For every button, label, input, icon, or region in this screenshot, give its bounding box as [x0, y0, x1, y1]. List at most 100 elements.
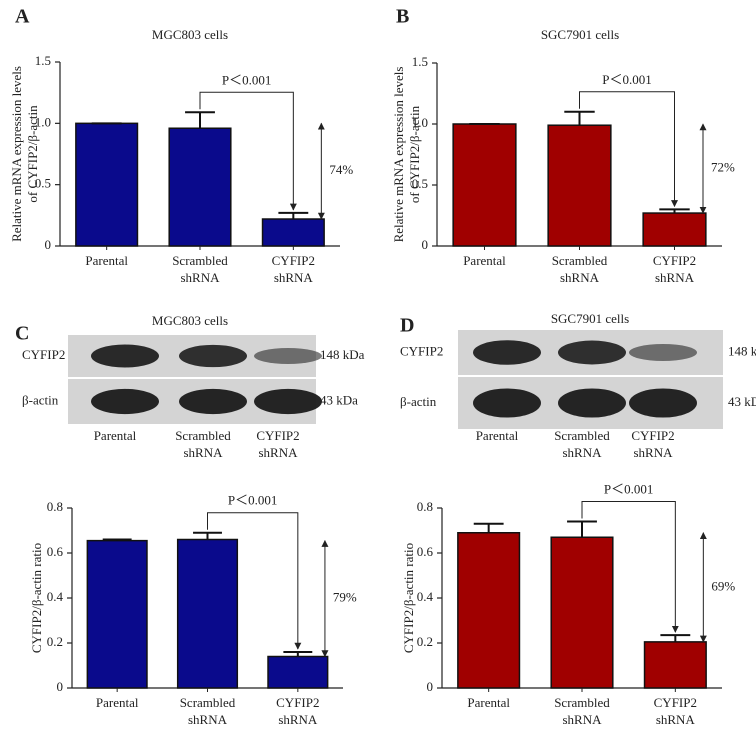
- blot-size-label: 148 kDa: [320, 347, 365, 362]
- y-tick-label: 0.5: [412, 176, 428, 191]
- y-tick-label: 1.5: [35, 53, 51, 68]
- lane-label: CYFIP2: [256, 428, 299, 443]
- blot-row-label: β-actin: [400, 394, 437, 409]
- p-value-label: P＜0.001: [228, 493, 277, 508]
- chart-title: MGC803 cells: [152, 27, 228, 42]
- blot-row-label: β-actin: [22, 392, 59, 407]
- blot-band: [179, 344, 247, 368]
- lane-label: Parental: [476, 428, 519, 443]
- blot-title: SGC7901 cells: [551, 311, 629, 326]
- y-tick-label: 1.0: [35, 114, 51, 129]
- error-bar: [193, 531, 222, 540]
- x-tick-label: shRNA: [180, 270, 220, 285]
- blot-band: [558, 340, 626, 365]
- x-tick-label: Scrambled: [552, 253, 608, 268]
- y-tick-label: 0.4: [417, 589, 434, 604]
- error-bar: [102, 538, 132, 541]
- x-tick-label: Scrambled: [172, 253, 228, 268]
- blot-title: MGC803 cells: [152, 313, 228, 328]
- y-tick-label: 0.6: [47, 544, 64, 559]
- blot-band: [179, 388, 247, 415]
- y-tick-label: 0.2: [417, 634, 433, 649]
- y-tick-label: 1.0: [412, 115, 428, 130]
- y-axis-label: Relative mRNA expression levels: [391, 67, 406, 243]
- bar: [86, 539, 148, 689]
- reduction-label: 79%: [333, 590, 357, 605]
- x-tick-label: shRNA: [274, 270, 314, 285]
- lane-label: Scrambled: [175, 428, 231, 443]
- x-tick-label: Scrambled: [180, 695, 236, 710]
- x-tick-label: shRNA: [560, 270, 600, 285]
- bar: [176, 538, 239, 689]
- reduction-label: 72%: [711, 160, 735, 175]
- blot-size-label: 43 kDa: [320, 392, 358, 407]
- bar: [550, 536, 614, 689]
- panel-letter: B: [396, 6, 409, 28]
- blot-size-label: 43 kDa: [728, 394, 756, 409]
- error-bar: [278, 211, 309, 220]
- bar: [643, 641, 707, 689]
- y-tick-label: 0: [427, 679, 434, 694]
- p-value-label: P＜0.001: [222, 72, 271, 87]
- bar: [452, 123, 517, 247]
- lane-label: shRNA: [258, 445, 298, 460]
- reduction-label: 74%: [329, 162, 353, 177]
- x-tick-label: Parental: [463, 253, 506, 268]
- error-bar: [564, 110, 595, 126]
- x-tick-label: Parental: [85, 253, 128, 268]
- lane-label: shRNA: [562, 445, 602, 460]
- x-tick-label: CYFIP2: [653, 253, 696, 268]
- chart-title: SGC7901 cells: [541, 27, 619, 42]
- error-bar: [659, 208, 690, 214]
- y-axis-label: CYFIP2/β-actin ratio: [29, 543, 44, 653]
- x-tick-label: Parental: [467, 695, 510, 710]
- reduction-label: 69%: [711, 578, 735, 593]
- blot-band: [91, 388, 159, 415]
- x-tick-label: shRNA: [278, 712, 318, 727]
- blot-band: [629, 343, 697, 362]
- blot-band: [473, 388, 541, 418]
- y-tick-label: 1.5: [412, 54, 428, 69]
- bar: [547, 124, 612, 247]
- p-value-label: P＜0.001: [602, 72, 651, 87]
- error-bar: [660, 634, 691, 642]
- x-tick-label: CYFIP2: [276, 695, 319, 710]
- panel-letter: C: [15, 323, 29, 345]
- error-bar: [185, 111, 215, 129]
- y-tick-label: 0: [45, 237, 52, 252]
- bar: [261, 218, 325, 247]
- lane-label: Parental: [94, 428, 137, 443]
- lane-label: Scrambled: [554, 428, 610, 443]
- x-tick-label: Scrambled: [554, 695, 610, 710]
- bar: [75, 122, 139, 247]
- panel-letter: D: [400, 315, 414, 337]
- y-tick-label: 0.6: [417, 544, 434, 559]
- significance-bracket: [579, 91, 678, 208]
- significance-bracket: [207, 512, 302, 650]
- y-tick-label: 0.8: [417, 499, 433, 514]
- x-tick-label: shRNA: [656, 712, 696, 727]
- y-axis-label: of CYFIP2/β-actin: [25, 105, 40, 203]
- error-bar: [473, 522, 504, 533]
- y-axis-label: of CYFIP2/β-actin: [407, 105, 422, 203]
- p-value-label: P＜0.001: [604, 481, 653, 496]
- y-tick-label: 0: [57, 679, 64, 694]
- x-tick-label: Parental: [96, 695, 139, 710]
- x-tick-label: shRNA: [562, 712, 602, 727]
- bar: [168, 127, 232, 247]
- blot-row-label: CYFIP2: [22, 347, 65, 362]
- y-axis-label: Relative mRNA expression levels: [9, 66, 24, 242]
- lane-label: CYFIP2: [631, 428, 674, 443]
- blot-band: [254, 388, 322, 415]
- x-tick-label: CYFIP2: [654, 695, 697, 710]
- lane-label: shRNA: [633, 445, 673, 460]
- y-tick-label: 0: [422, 237, 429, 252]
- blot-band: [558, 388, 626, 418]
- error-bar: [283, 651, 313, 657]
- lane-label: shRNA: [183, 445, 223, 460]
- bar: [457, 532, 521, 689]
- bar: [267, 655, 329, 689]
